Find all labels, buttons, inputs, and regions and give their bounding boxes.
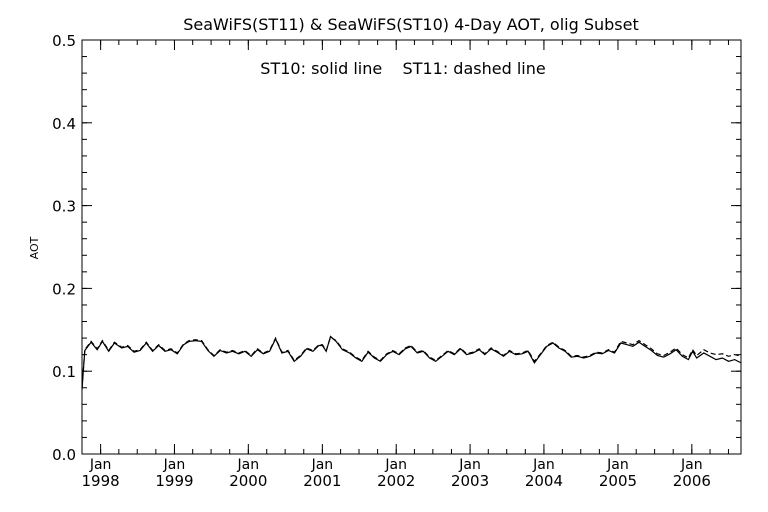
y-tick-label: 0.1 <box>52 363 76 381</box>
y-tick-label: 0.3 <box>52 198 76 216</box>
x-tick-year-label: 1998 <box>82 472 120 490</box>
series-line-st10 <box>81 335 742 390</box>
y-tick-label: 0.2 <box>52 280 76 298</box>
x-tick-month-label: Jan <box>237 457 260 473</box>
x-tick-year-label: 2000 <box>229 472 267 490</box>
x-tick-year-label: 2002 <box>377 472 415 490</box>
x-tick-year-label: 1999 <box>155 472 193 490</box>
x-tick-year-label: 2003 <box>451 472 489 490</box>
x-tick-month-label: Jan <box>384 457 407 473</box>
plot-frame <box>81 39 742 455</box>
series-layer <box>81 335 742 390</box>
y-axis: 0.0 0.1 0.2 0.3 0.4 0.5 <box>52 32 741 464</box>
x-tick-year-label: 2001 <box>303 472 341 490</box>
x-tick-month-label: Jan <box>458 457 481 473</box>
x-tick-month-label: Jan <box>311 457 334 473</box>
y-tick-label: 0.0 <box>52 446 76 464</box>
y-tick-label: 0.5 <box>52 32 76 50</box>
series-line-st11 <box>81 336 742 388</box>
x-tick-year-label: 2005 <box>599 472 637 490</box>
x-tick-month-label: Jan <box>532 457 555 473</box>
x-tick-year-label: 2004 <box>525 472 563 490</box>
x-tick-month-label: Jan <box>163 457 186 473</box>
y-tick-label: 0.4 <box>52 115 76 133</box>
line-style-annotation: ST10: solid line ST11: dashed line <box>260 59 545 78</box>
x-tick-month-label: Jan <box>89 457 112 473</box>
x-tick-month-label: Jan <box>606 457 629 473</box>
chart-title: SeaWiFS(ST11) & SeaWiFS(ST10) 4-Day AOT,… <box>183 15 639 34</box>
x-axis: Jan1998Jan1999Jan2000Jan2001Jan2002Jan20… <box>81 40 729 490</box>
x-tick-year-label: 2006 <box>673 472 711 490</box>
x-tick-month-label: Jan <box>680 457 703 473</box>
y-axis-label: AOT <box>28 236 41 259</box>
